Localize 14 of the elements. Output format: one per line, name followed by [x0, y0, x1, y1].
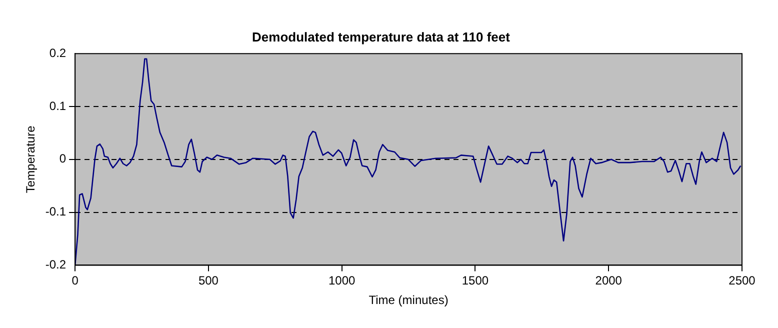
y-tick-label: -0.2 [45, 258, 66, 272]
x-tick-label: 2000 [595, 274, 622, 288]
chart-title: Demodulated temperature data at 110 feet [252, 29, 511, 44]
x-tick-label: 0 [72, 274, 79, 288]
y-tick-label: -0.1 [45, 204, 66, 219]
x-tick-label: 1500 [462, 274, 489, 288]
y-tick-label: 0 [59, 152, 66, 166]
x-axis-title: Time (minutes) [368, 293, 448, 308]
x-tick-label: 1000 [328, 274, 356, 288]
x-tick-label: 2500 [728, 274, 756, 288]
x-tick-label: 500 [198, 274, 219, 288]
y-tick-label: 0.1 [49, 98, 66, 113]
y-tick-label: 0.2 [49, 46, 66, 60]
y-axis-title: Temperature [24, 125, 38, 194]
